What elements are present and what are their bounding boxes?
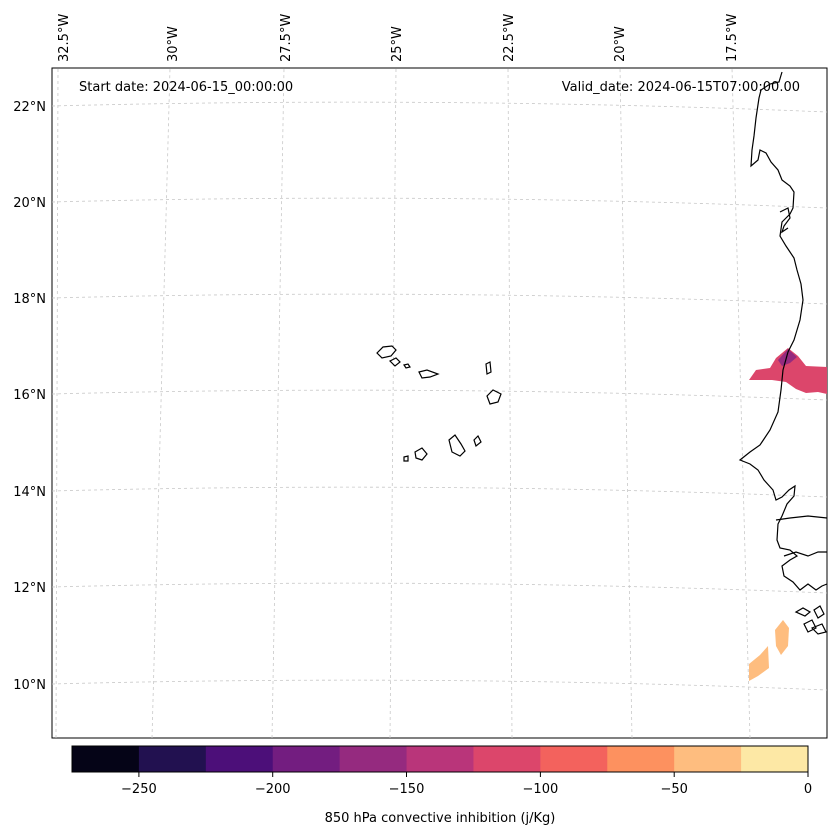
parallel-12n: [51, 582, 828, 594]
meridian-25w: [389, 67, 397, 739]
island-sao-vicente: [388, 357, 401, 367]
meridian-22.5w: [507, 67, 513, 739]
meridian-20w: [619, 67, 633, 739]
colorbar-tick-label: −100: [523, 782, 559, 797]
lon-label-27.5w: 27.5°W: [279, 14, 294, 62]
cape-verde-islands: [376, 345, 502, 462]
cin-fill-mauritania-core: [778, 349, 797, 366]
colorbar-swatch: [205, 746, 274, 772]
colorbar-swatch: [406, 746, 474, 772]
meridian-17.5w: [731, 67, 751, 739]
island-boa-vista: [486, 389, 502, 405]
coastline-bijagos-2: [813, 605, 825, 619]
island-sal: [485, 361, 492, 375]
lon-label-20w: 20°W: [613, 26, 628, 62]
colorbar-tick-label: −200: [255, 782, 291, 797]
lat-label-18n: 18°N: [13, 292, 46, 307]
parallel-18n: [51, 293, 828, 305]
start-date-label: Start date: 2024-06-15_00:00:00: [79, 80, 293, 95]
colorbar-swatch: [540, 746, 608, 772]
parallel-10n: [51, 679, 828, 691]
lat-label-16n: 16°N: [13, 388, 46, 403]
parallel-20n: [51, 197, 828, 209]
lon-label-17.5w: 17.5°W: [725, 14, 740, 62]
lon-label-25w: 25°W: [390, 26, 405, 62]
lat-label-12n: 12°N: [13, 581, 46, 596]
coastline-africa-north: [738, 71, 828, 591]
graticule: [51, 67, 828, 739]
colorbar-swatch: [339, 746, 408, 772]
parallel-14n: [51, 486, 828, 498]
island-sao-nicolau: [418, 369, 440, 379]
coastline-senegal-gambia: [775, 515, 828, 521]
coastline-bijagos-4: [810, 623, 827, 635]
valid-date-label: Valid_date: 2024-06-15T07:00:00.00: [562, 80, 800, 95]
colorbar-swatch: [72, 746, 140, 772]
lat-label-10n: 10°N: [13, 678, 46, 693]
colorbar-tick-label: 0: [804, 782, 812, 797]
cin-fill-areas: [749, 348, 827, 681]
lon-label-22.5w: 22.5°W: [502, 14, 517, 62]
colorbar-ticks: [138, 772, 809, 777]
map-frame: [51, 67, 828, 739]
lat-label-20n: 20°N: [13, 196, 46, 211]
coastline: [738, 71, 828, 635]
cin-fill-guinea-east: [775, 620, 789, 655]
latitude-labels: 22°N 20°N 18°N 16°N 14°N 12°N 10°N: [13, 100, 46, 693]
island-santa-luzia: [403, 363, 411, 369]
colorbar-tick-label: −250: [121, 782, 157, 797]
cin-fill-mauritania: [749, 348, 827, 394]
lat-label-14n: 14°N: [13, 485, 46, 500]
parallel-22n: [51, 101, 828, 113]
colorbar-tick-label: −150: [389, 782, 425, 797]
island-fogo: [414, 447, 428, 461]
colorbar-swatch: [272, 746, 341, 772]
colorbar-swatch: [741, 746, 809, 772]
cin-fill-guinea-west: [749, 646, 769, 681]
colorbar-swatch: [138, 746, 207, 772]
coastline-guinea-bissau: [783, 551, 827, 557]
colorbar-swatch: [473, 746, 541, 772]
coastline-bijagos-3: [803, 619, 817, 633]
meridian-32.5w: [55, 67, 59, 739]
colorbar-swatch: [607, 746, 675, 772]
meridian-30w: [151, 67, 171, 739]
lon-label-30w: 30°W: [166, 26, 181, 62]
coastline-banc-arguin: [779, 207, 791, 234]
parallel-16n: [51, 389, 828, 401]
colorbar-swatches: [72, 746, 809, 772]
longitude-labels: 32.5°W 30°W 27.5°W 25°W 22.5°W 20°W 17.5…: [57, 14, 740, 62]
colorbar-outline: [71, 745, 809, 773]
meridian-27.5w: [271, 67, 285, 739]
island-brava: [403, 455, 409, 462]
lat-label-22n: 22°N: [13, 100, 46, 115]
coastline-bijagos-1: [794, 607, 812, 617]
island-santiago: [448, 434, 466, 457]
colorbar-swatch: [674, 746, 742, 772]
colorbar-tick-label: −50: [660, 782, 687, 797]
colorbar-title: 850 hPa convective inhibition (j/Kg): [325, 811, 556, 826]
island-maio: [473, 434, 482, 448]
colorbar: −250 −200 −150 −100 −50 0 850 hPa convec…: [71, 745, 812, 826]
colorbar-tick-labels: −250 −200 −150 −100 −50 0: [121, 782, 812, 797]
island-santo-antao: [376, 345, 397, 359]
lon-label-32.5w: 32.5°W: [57, 14, 72, 62]
